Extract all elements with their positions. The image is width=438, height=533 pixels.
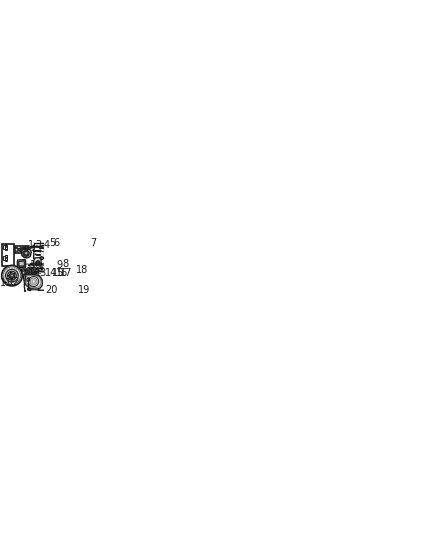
Circle shape	[24, 251, 29, 256]
Text: 14: 14	[45, 268, 57, 278]
Circle shape	[21, 270, 22, 271]
Bar	[24, 290, 25, 291]
Circle shape	[8, 275, 9, 276]
Circle shape	[34, 270, 35, 272]
Polygon shape	[34, 257, 42, 269]
Circle shape	[36, 262, 39, 264]
Circle shape	[41, 269, 42, 270]
Polygon shape	[24, 274, 42, 289]
Circle shape	[33, 245, 34, 246]
Text: 7: 7	[91, 238, 97, 248]
Polygon shape	[33, 243, 44, 257]
Bar	[5, 249, 6, 250]
Text: 20: 20	[45, 285, 57, 295]
Text: 12: 12	[8, 277, 20, 287]
Bar	[15, 246, 28, 253]
Circle shape	[28, 270, 32, 273]
Circle shape	[21, 270, 26, 276]
Text: 3: 3	[35, 240, 41, 251]
Polygon shape	[40, 267, 43, 270]
Polygon shape	[5, 245, 7, 249]
Circle shape	[26, 273, 27, 274]
Text: 4: 4	[43, 240, 49, 251]
Circle shape	[28, 265, 29, 266]
Bar	[2, 244, 14, 266]
Text: 13: 13	[35, 268, 47, 278]
Polygon shape	[26, 276, 41, 288]
Text: 9: 9	[56, 260, 62, 270]
Circle shape	[4, 282, 6, 283]
Circle shape	[33, 250, 34, 251]
Polygon shape	[18, 261, 25, 266]
Text: 17: 17	[60, 268, 73, 278]
Circle shape	[41, 257, 42, 259]
Circle shape	[38, 289, 39, 290]
Bar	[35, 254, 40, 255]
Circle shape	[29, 270, 31, 272]
Circle shape	[25, 252, 28, 255]
Circle shape	[3, 267, 21, 285]
Circle shape	[19, 248, 23, 252]
Circle shape	[33, 269, 36, 273]
Circle shape	[30, 247, 31, 248]
Text: 16: 16	[56, 268, 68, 278]
Polygon shape	[18, 260, 26, 268]
Polygon shape	[3, 245, 5, 249]
Circle shape	[20, 248, 22, 251]
Text: 5: 5	[49, 238, 55, 248]
Circle shape	[14, 248, 19, 252]
Circle shape	[24, 248, 26, 251]
Text: 1: 1	[28, 240, 34, 251]
Bar	[6, 249, 7, 250]
Circle shape	[6, 246, 7, 247]
Circle shape	[7, 271, 16, 280]
Text: 6: 6	[53, 238, 59, 248]
Circle shape	[6, 269, 18, 282]
Circle shape	[35, 254, 36, 255]
Text: 8: 8	[63, 259, 69, 269]
Text: 19: 19	[78, 285, 90, 295]
Polygon shape	[19, 261, 24, 266]
Bar	[41, 247, 43, 248]
Circle shape	[35, 269, 39, 272]
Circle shape	[20, 273, 21, 274]
Text: 11: 11	[0, 278, 12, 288]
Bar	[5, 260, 6, 261]
Circle shape	[31, 247, 32, 248]
Circle shape	[14, 273, 15, 274]
Circle shape	[22, 271, 25, 274]
Polygon shape	[39, 247, 41, 248]
Bar	[6, 260, 7, 261]
Circle shape	[15, 248, 18, 251]
Text: 18: 18	[76, 264, 88, 274]
Polygon shape	[21, 249, 31, 258]
Polygon shape	[3, 256, 5, 260]
Text: 10: 10	[31, 260, 42, 270]
Text: 15: 15	[52, 268, 64, 278]
Bar	[30, 263, 32, 264]
Polygon shape	[27, 278, 30, 281]
Circle shape	[27, 268, 33, 274]
Polygon shape	[5, 255, 7, 260]
Circle shape	[26, 267, 34, 276]
Polygon shape	[39, 250, 41, 252]
Polygon shape	[39, 256, 43, 260]
Circle shape	[5, 282, 6, 283]
Circle shape	[23, 248, 27, 252]
Circle shape	[36, 269, 38, 272]
Circle shape	[11, 274, 14, 277]
Circle shape	[35, 261, 40, 265]
Polygon shape	[28, 288, 31, 291]
Circle shape	[6, 257, 7, 259]
Circle shape	[25, 249, 26, 251]
Circle shape	[2, 265, 22, 286]
Circle shape	[32, 268, 38, 274]
Circle shape	[19, 269, 27, 277]
Circle shape	[9, 273, 15, 278]
Bar	[33, 250, 39, 251]
Polygon shape	[23, 251, 29, 256]
Circle shape	[14, 277, 15, 278]
